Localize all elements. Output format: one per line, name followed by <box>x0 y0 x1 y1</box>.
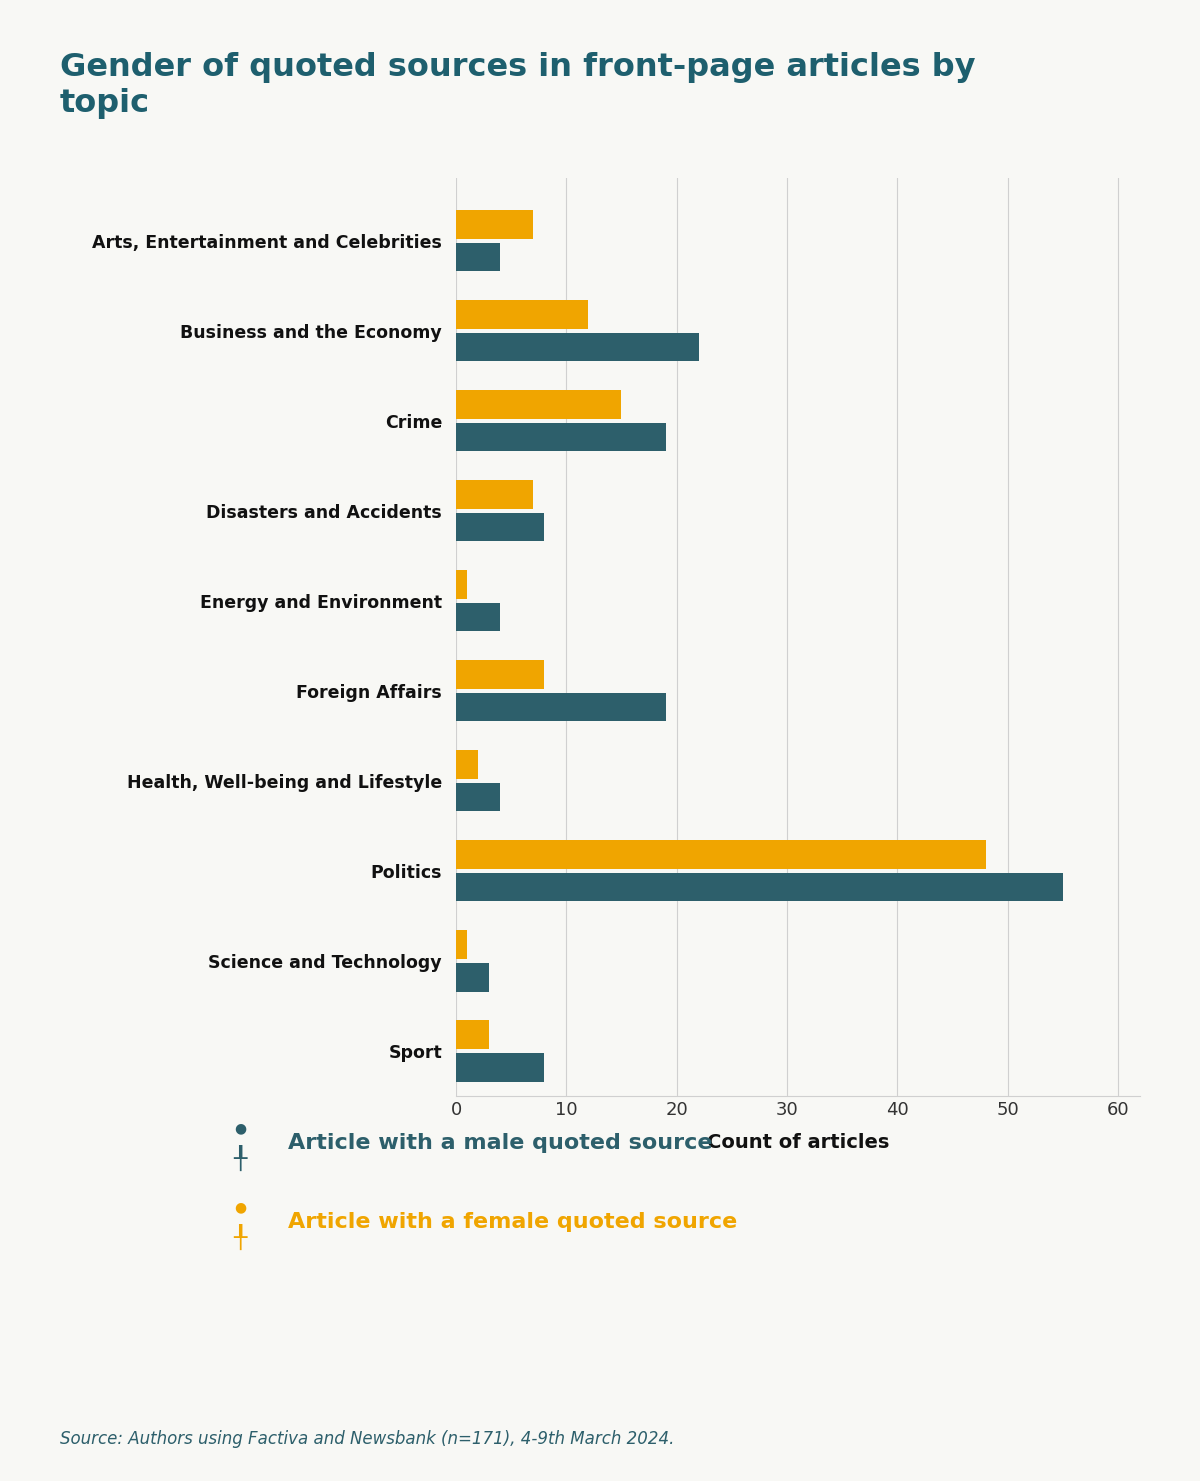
Text: ●: ● <box>234 1200 246 1214</box>
Text: Source: Authors using Factiva and Newsbank (n=171), 4-9th March 2024.: Source: Authors using Factiva and Newsba… <box>60 1431 674 1448</box>
Bar <box>456 872 1063 902</box>
Bar <box>456 570 467 598</box>
Bar <box>456 480 533 509</box>
Text: Article with a female quoted source: Article with a female quoted source <box>288 1211 737 1232</box>
Bar <box>456 963 490 991</box>
Bar <box>456 840 985 869</box>
Text: ●: ● <box>234 1121 246 1136</box>
Bar <box>456 390 622 419</box>
Bar <box>456 210 533 238</box>
Bar <box>456 333 698 361</box>
Bar <box>456 512 545 542</box>
Bar <box>456 243 500 271</box>
Bar <box>456 301 588 329</box>
Bar <box>456 930 467 960</box>
Text: Gender of quoted sources in front-page articles by
topic: Gender of quoted sources in front-page a… <box>60 52 976 118</box>
Bar <box>456 661 545 689</box>
Bar <box>456 782 500 812</box>
Bar <box>456 603 500 631</box>
Bar <box>456 1020 490 1049</box>
Bar <box>456 693 666 721</box>
Text: Article with a male quoted source: Article with a male quoted source <box>288 1133 713 1154</box>
Text: ╀: ╀ <box>233 1223 247 1250</box>
Bar <box>456 1053 545 1081</box>
X-axis label: Count of articles: Count of articles <box>707 1133 889 1152</box>
Bar <box>456 751 478 779</box>
Bar <box>456 422 666 452</box>
Text: ╀: ╀ <box>233 1145 247 1171</box>
